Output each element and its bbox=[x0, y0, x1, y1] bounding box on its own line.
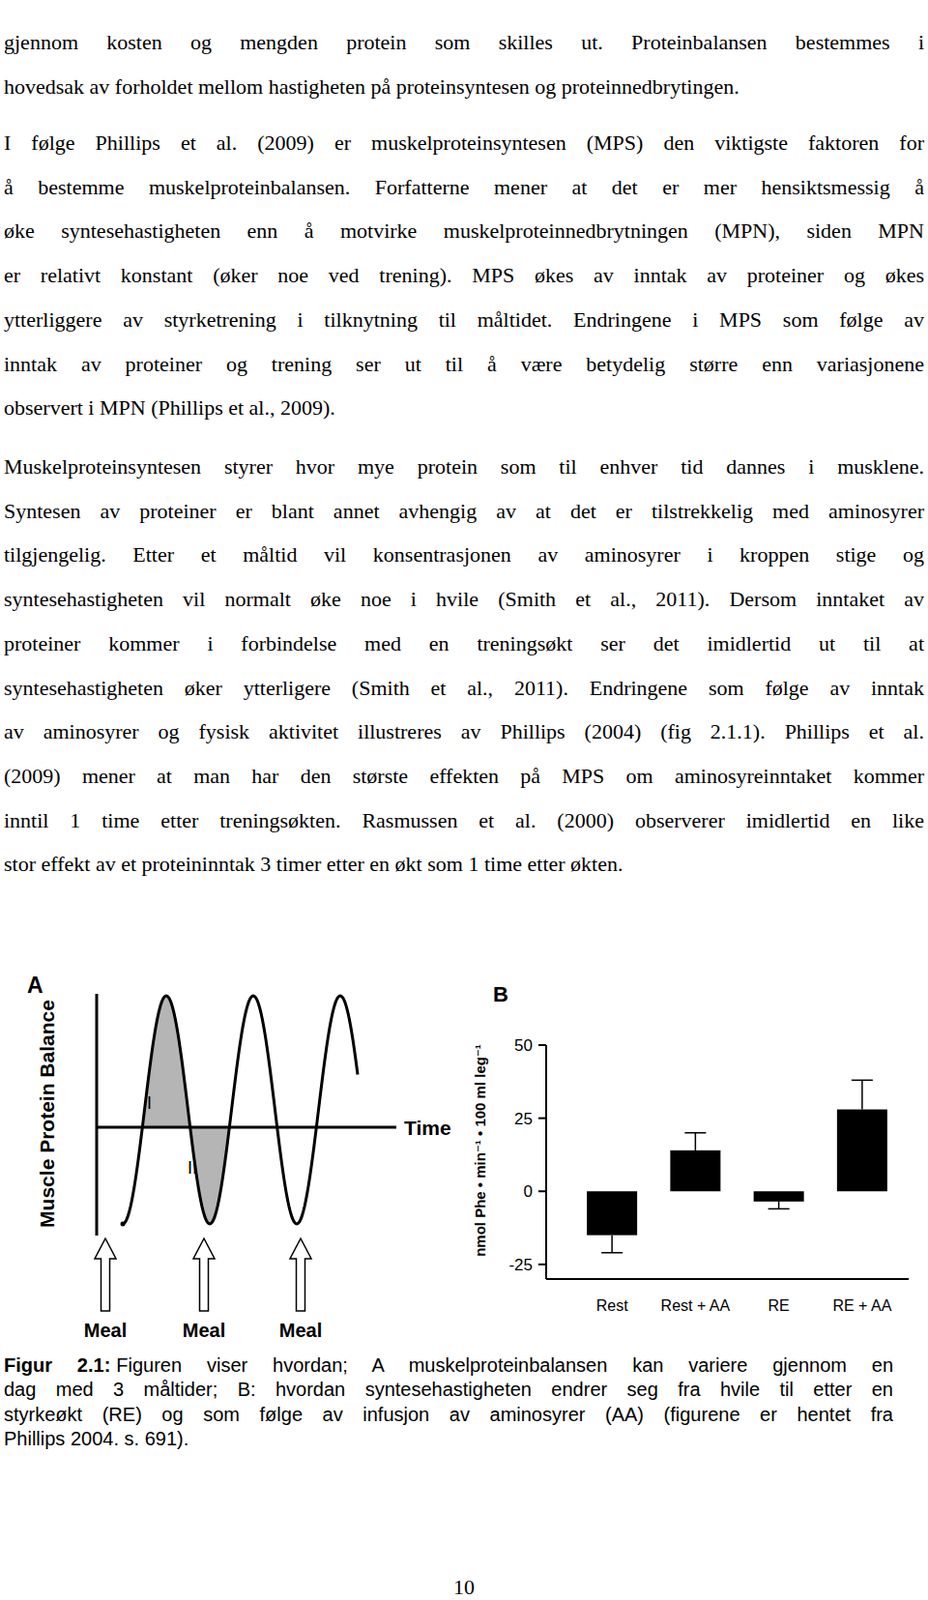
text-line: Syntesen av proteiner er blant annet avh… bbox=[3, 497, 925, 525]
caption-text: styrkeøkt (RE) og som følge av infusjon … bbox=[3, 1403, 894, 1425]
error-line bbox=[695, 1132, 697, 1151]
axis-label: Muscle Protein Balance bbox=[35, 999, 58, 1228]
caption-line: Phillips 2004. s. 691). bbox=[3, 1426, 894, 1450]
y-tick bbox=[538, 1117, 547, 1120]
text-line: syntesehastigheten øker ytterligere (Smi… bbox=[3, 674, 925, 702]
text-line: inntil 1 time etter treningsøkten. Rasmu… bbox=[3, 807, 925, 835]
y-axis bbox=[95, 993, 99, 1236]
caption-text: Phillips 2004. s. 691). bbox=[3, 1427, 189, 1450]
text-line: (2009) mener at man har den største effe… bbox=[3, 762, 925, 790]
error-cap bbox=[684, 1131, 706, 1134]
error-line bbox=[778, 1201, 781, 1210]
panel-b: B -25 0 25 50 nmol Phe • min⁻¹ • 100 ml leg⁻¹… bbox=[471, 982, 909, 1314]
error-bar bbox=[768, 1201, 790, 1210]
axis-label: nmol Phe • min⁻¹ • 100 ml leg⁻¹ bbox=[471, 1044, 489, 1257]
y-tick-label: 50 bbox=[514, 1036, 533, 1055]
balance-curve bbox=[122, 995, 358, 1224]
y-tick bbox=[538, 1189, 547, 1192]
y-tick-label: 0 bbox=[523, 1182, 533, 1201]
meal-arrow bbox=[290, 1238, 312, 1311]
x-axis bbox=[546, 1277, 909, 1280]
caption-label: Figur 2.1: bbox=[3, 1354, 111, 1376]
error-bar bbox=[684, 1132, 706, 1151]
text-line: inntak av proteiner og trening ser ut ti… bbox=[3, 350, 925, 378]
text-line: av aminosyrer og fysisk aktivitet illust… bbox=[3, 718, 925, 746]
text-line: observert i MPN (Phillips et al., 2009). bbox=[3, 394, 925, 422]
error-bar bbox=[851, 1079, 873, 1109]
text-line: er relativt konstant (øker noe ved treni… bbox=[3, 261, 925, 290]
bar bbox=[837, 1109, 888, 1192]
axis-label: Time bbox=[404, 1116, 452, 1139]
caption-line: styrkeøkt (RE) og som følge av infusjon … bbox=[3, 1402, 894, 1426]
text-line: I følge Phillips et al. (2009) er muskel… bbox=[3, 129, 925, 157]
chart-title: B bbox=[493, 982, 509, 1007]
caption-text: Figuren viser hvordan; A muskelproteinba… bbox=[116, 1354, 894, 1376]
panel-a: ATimeMuscle Protein BalanceIIIMealMealMe… bbox=[27, 972, 452, 1341]
text-line: øke syntesehastigheten enn å motvirke mu… bbox=[3, 217, 925, 245]
bar bbox=[669, 1150, 721, 1191]
caption-line: Figur 2.1:Figuren viser hvordan; A muske… bbox=[3, 1353, 894, 1377]
x-tick-label: RE bbox=[768, 1297, 790, 1314]
meal-label: Meal bbox=[182, 1319, 226, 1341]
error-bar bbox=[601, 1235, 623, 1253]
panel-label: A bbox=[27, 972, 44, 998]
curve-start bbox=[120, 1221, 126, 1227]
text-line: å bestemme muskelproteinbalansen. Forfat… bbox=[3, 174, 925, 202]
error-line bbox=[861, 1079, 864, 1109]
x-tick-label: Rest bbox=[596, 1297, 629, 1314]
y-tick-label: -25 bbox=[508, 1255, 533, 1275]
error-cap bbox=[768, 1208, 790, 1211]
text-line: stor effekt av et proteininntak 3 timer … bbox=[3, 850, 925, 878]
y-axis bbox=[545, 1044, 548, 1279]
meal-arrow bbox=[193, 1238, 215, 1311]
x-tick-label: Rest + AA bbox=[661, 1297, 731, 1314]
x-tick-label: RE + AA bbox=[832, 1297, 892, 1314]
error-cap bbox=[851, 1079, 873, 1082]
region-label: II bbox=[187, 1158, 198, 1178]
y-tick bbox=[538, 1044, 547, 1046]
text-line: Muskelproteinsyntesen styrer hvor mye pr… bbox=[3, 453, 925, 481]
text-line: hovedsak av forholdet mellom hastigheten… bbox=[3, 73, 925, 101]
meal-label: Meal bbox=[279, 1319, 322, 1341]
error-line bbox=[610, 1235, 613, 1253]
text-line: syntesehastigheten vil normalt øke noe i… bbox=[3, 585, 925, 613]
text-line: tilgjengelig. Etter et måltid vil konsen… bbox=[3, 541, 925, 569]
bar bbox=[754, 1190, 805, 1202]
text-line: gjennom kosten og mengden protein som sk… bbox=[3, 29, 925, 57]
y-tick-label: 25 bbox=[514, 1109, 533, 1129]
region-label: I bbox=[146, 1093, 152, 1113]
text-line: ytterliggere av styrketrening i tilknytn… bbox=[3, 306, 925, 334]
error-cap bbox=[601, 1251, 623, 1254]
bar bbox=[586, 1190, 638, 1235]
caption-text: dag med 3 måltider; B: hvordan synteseha… bbox=[3, 1378, 894, 1400]
caption-line: dag med 3 måltider; B: hvordan synteseha… bbox=[3, 1377, 894, 1401]
y-tick bbox=[538, 1263, 547, 1266]
meal-label: Meal bbox=[84, 1319, 127, 1341]
text-line: proteiner kommer i forbindelse med en tr… bbox=[3, 630, 925, 658]
meal-arrow bbox=[94, 1238, 116, 1311]
bars bbox=[586, 1079, 888, 1252]
page-number: 10 bbox=[0, 1573, 928, 1600]
